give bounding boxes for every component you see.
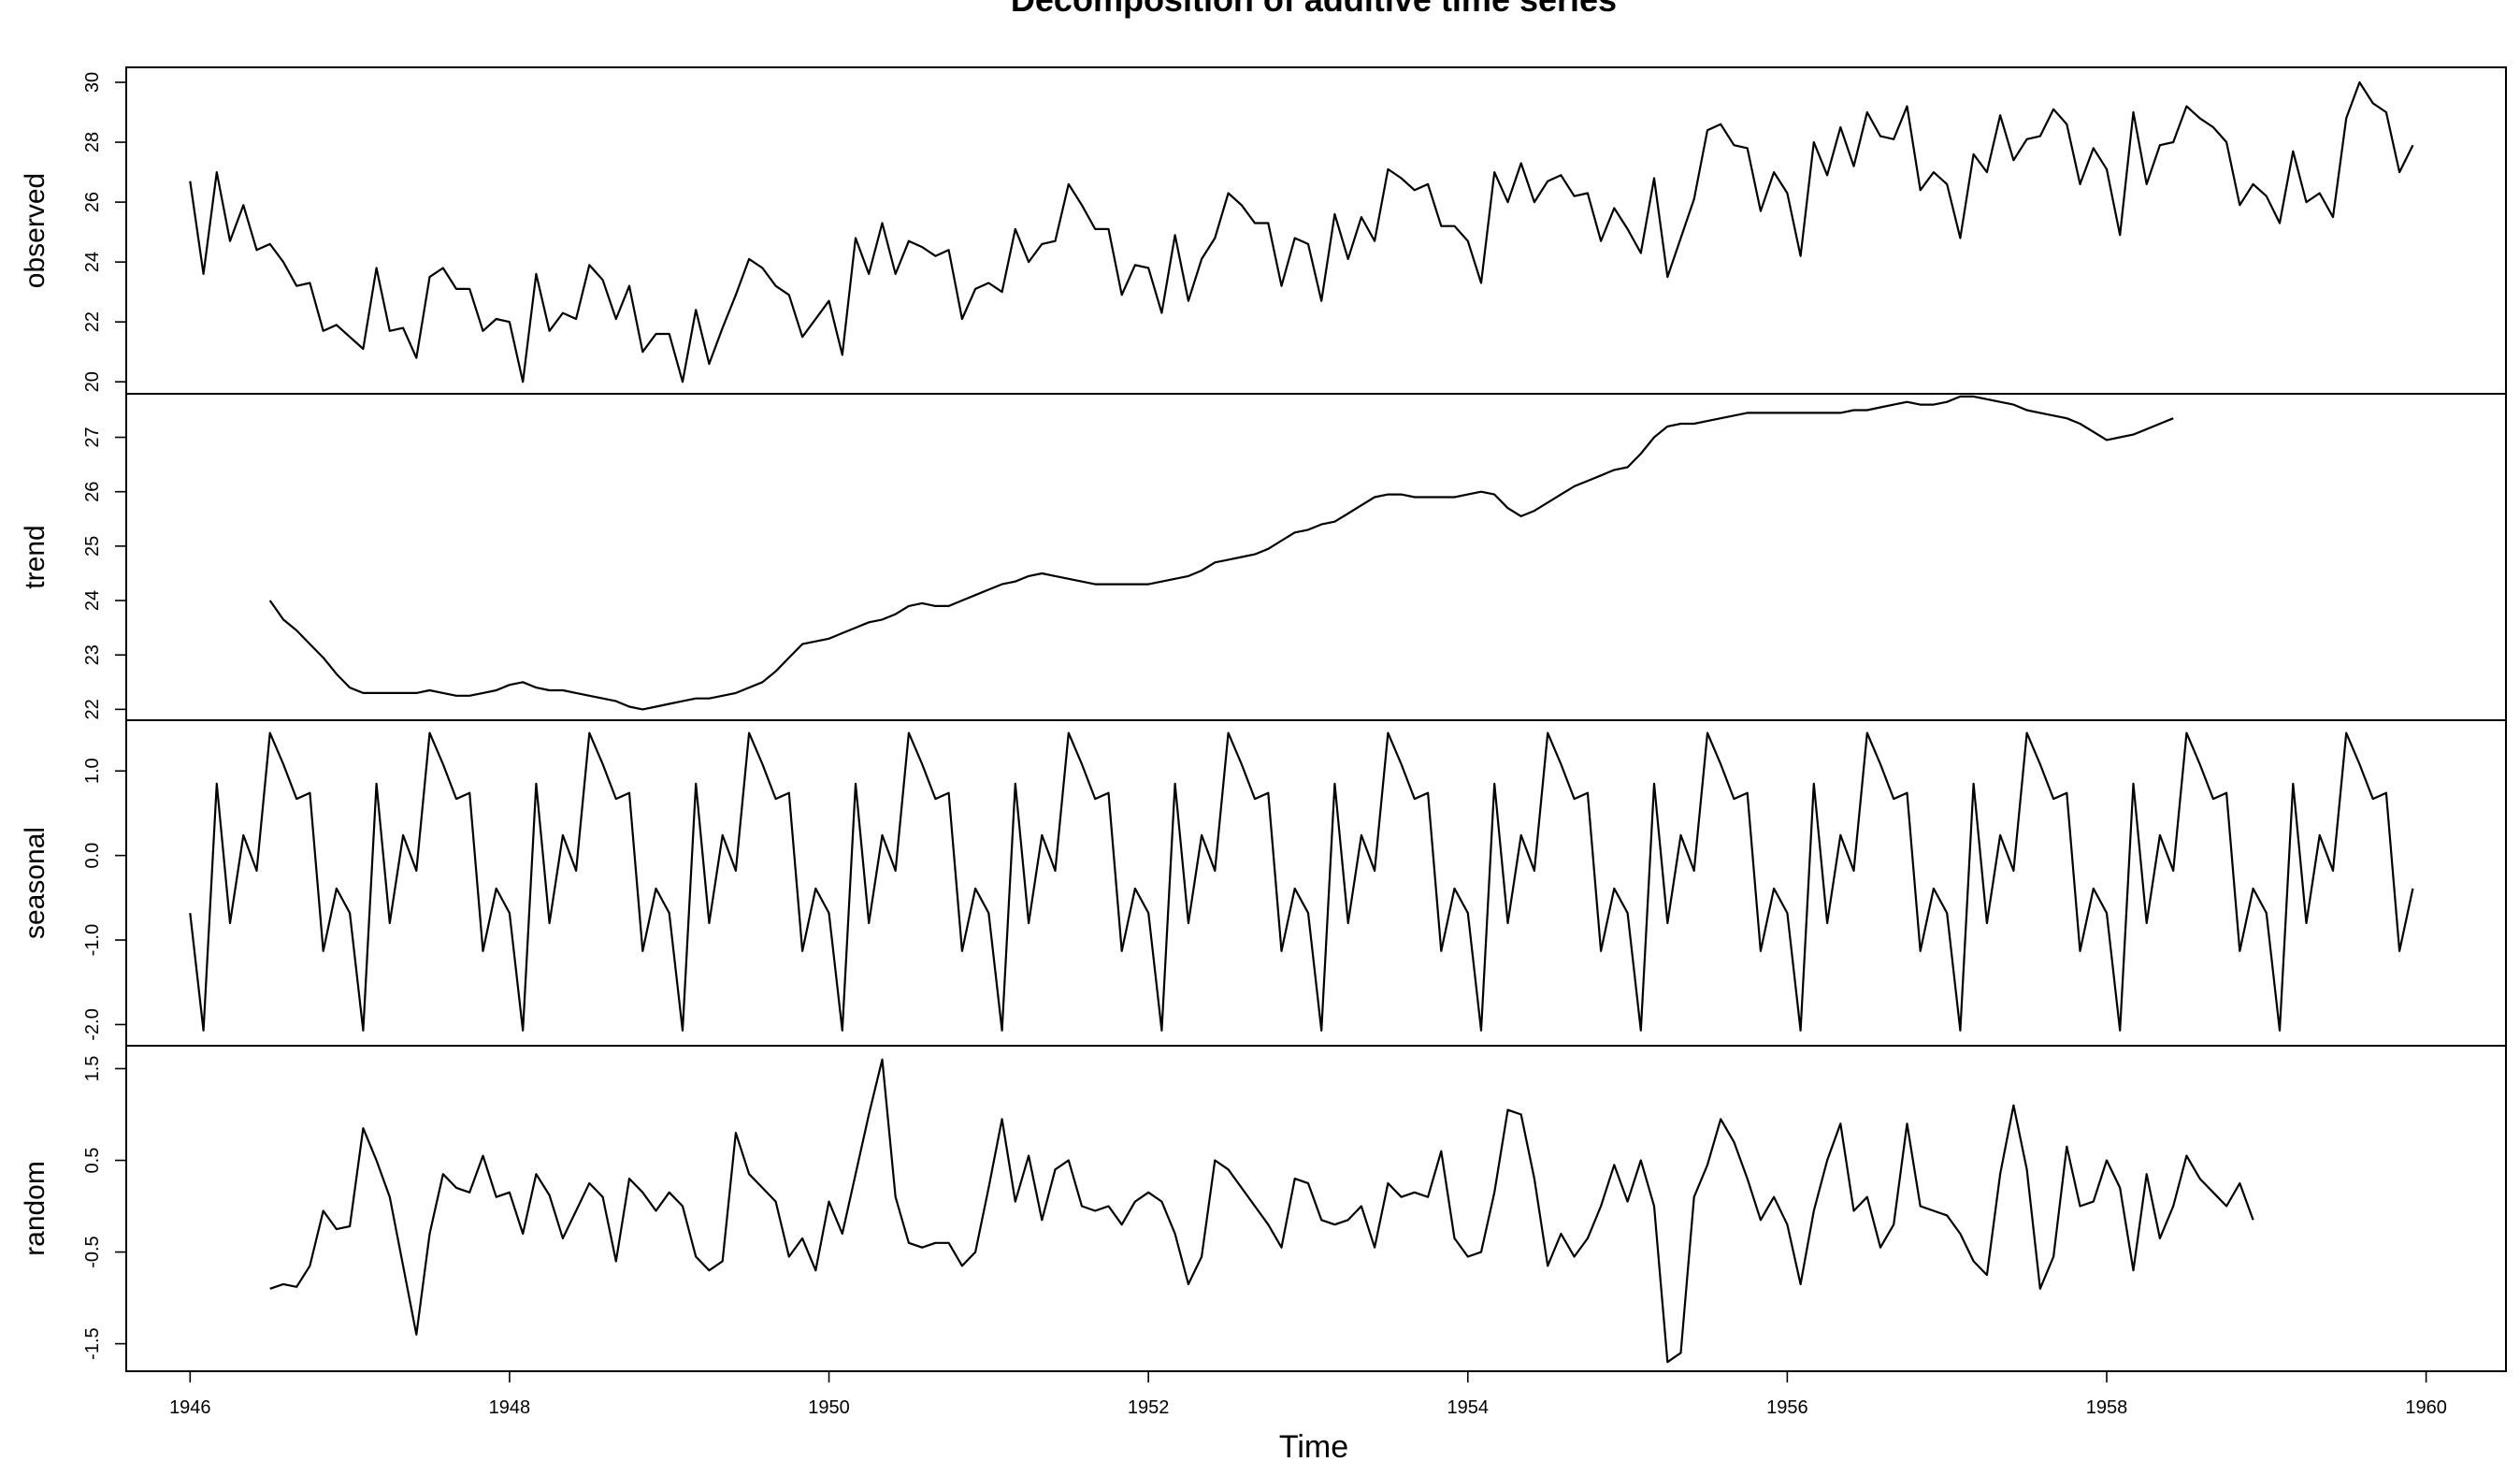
y-tick-label-seasonal: 0.0 — [82, 843, 103, 869]
y-tick-label-random: 0.5 — [82, 1148, 103, 1174]
y-axis-label-trend: trend — [20, 525, 50, 588]
y-tick-label-observed: 20 — [82, 371, 103, 392]
panel-frame-seasonal — [125, 719, 2507, 1047]
y-tick-label-random: 1.5 — [82, 1056, 103, 1082]
x-axis-label: Time — [1279, 1429, 1348, 1465]
x-tick-label: 1958 — [2086, 1397, 2128, 1418]
chart-title: Decomposition of additive time series — [1011, 0, 1617, 19]
y-tick-label-trend: 26 — [82, 482, 103, 502]
y-axis-label-observed: observed — [20, 173, 50, 288]
y-tick-label-trend: 23 — [82, 644, 103, 665]
x-tick-label: 1950 — [808, 1397, 850, 1418]
x-axis: 1946 1948 1950 1952 1954 1956 1958 1960 — [169, 1371, 2447, 1418]
panel-seasonal: -2.0 -1.0 0.0 1.0 seasonal — [20, 719, 2507, 1047]
panel-frame-observed — [125, 66, 2507, 395]
y-tick-label-observed: 30 — [82, 72, 103, 93]
panel-observed: 20 22 24 26 28 30 observed — [20, 66, 2507, 395]
series-line-trend — [268, 395, 2174, 711]
panel-frame-trend — [125, 393, 2507, 721]
y-axis-label-random: random — [20, 1161, 50, 1256]
y-tick-label-observed: 26 — [82, 192, 103, 212]
y-tick-label-random: -1.5 — [82, 1327, 103, 1359]
y-tick-label-seasonal: 1.0 — [82, 758, 103, 784]
y-tick-label-seasonal: -2.0 — [82, 1008, 103, 1040]
series-line-seasonal — [189, 731, 2414, 1032]
x-tick-label: 1946 — [169, 1397, 211, 1418]
y-tick-label-random: -0.5 — [82, 1236, 103, 1267]
y-tick-label-observed: 28 — [82, 132, 103, 152]
panel-frame-random — [125, 1045, 2507, 1372]
series-line-observed — [189, 80, 2414, 383]
y-tick-label-trend: 22 — [82, 699, 103, 719]
x-tick-label: 1956 — [1766, 1397, 1808, 1418]
series-line-random — [269, 1058, 2254, 1364]
x-tick-label: 1952 — [1128, 1397, 1170, 1418]
panel-group: 20 22 24 26 28 30 observed 22 23 24 25 26 27 trend -2.… — [20, 66, 2507, 1372]
panel-random: -1.5 -0.5 0.5 1.5 random — [20, 1045, 2507, 1372]
y-axis-label-seasonal: seasonal — [20, 827, 50, 939]
y-tick-label-trend: 25 — [82, 536, 103, 557]
y-tick-label-seasonal: -1.0 — [82, 924, 103, 956]
y-tick-label-trend: 24 — [82, 590, 103, 611]
x-tick-label: 1948 — [489, 1397, 531, 1418]
y-tick-label-observed: 24 — [82, 252, 103, 272]
y-tick-label-observed: 22 — [82, 311, 103, 332]
x-tick-label: 1960 — [2405, 1397, 2447, 1418]
y-tick-label-trend: 27 — [82, 427, 103, 447]
x-tick-label: 1954 — [1447, 1397, 1490, 1418]
panel-trend: 22 23 24 25 26 27 trend — [20, 393, 2507, 721]
